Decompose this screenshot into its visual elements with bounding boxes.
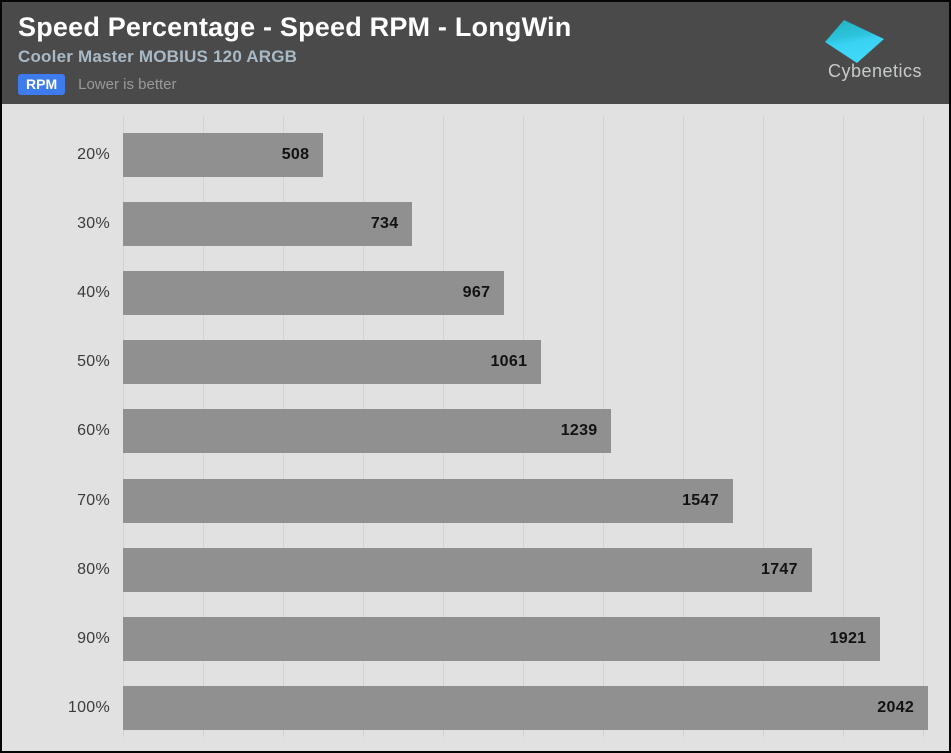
- category-label: 90%: [77, 630, 110, 648]
- bar: 734: [123, 201, 413, 246]
- category-label: 40%: [77, 284, 110, 302]
- chart-row: 60% 1239: [2, 397, 949, 466]
- bar-value-label: 1547: [682, 491, 719, 509]
- chart-row: 80% 1747: [2, 535, 949, 604]
- badge-row: RPM Lower is better: [18, 73, 949, 95]
- category-label: 20%: [77, 145, 110, 163]
- chart-row: 90% 1921: [2, 605, 949, 674]
- bar-track: 967: [123, 271, 949, 316]
- chart-row: 70% 1547: [2, 466, 949, 535]
- bar-track: 508: [123, 132, 949, 177]
- cybenetics-logo-icon: [825, 20, 884, 63]
- bar-value-label: 967: [462, 284, 491, 302]
- category-label: 100%: [67, 699, 110, 717]
- chart-row: 20% 508: [2, 120, 949, 189]
- bar-track: 1061: [123, 340, 949, 385]
- category-label: 50%: [77, 353, 110, 371]
- bar-value-label: 734: [370, 214, 399, 232]
- lower-is-better-note: Lower is better: [78, 75, 177, 93]
- bar-chart: 20% 508 30% 734 40% 967 50% 1061 60% 1239 70% 1547 8…: [2, 104, 949, 751]
- cybenetics-logo-text: Cybenetics: [827, 61, 923, 81]
- bar: 1747: [123, 547, 812, 592]
- category-label: 60%: [77, 422, 110, 440]
- bar-track: 1239: [123, 409, 949, 454]
- cybenetics-logo: Cybenetics: [814, 8, 936, 82]
- bar: 1061: [123, 340, 542, 385]
- unit-badge: RPM: [18, 73, 66, 95]
- bar-value-label: 1921: [829, 630, 867, 648]
- bar: 1547: [123, 478, 733, 523]
- bar: 508: [123, 132, 324, 177]
- bar-value-label: 508: [281, 145, 310, 163]
- bar-track: 1921: [123, 617, 949, 662]
- bar-track: 734: [123, 201, 949, 246]
- bar-track: 1547: [123, 478, 949, 523]
- chart-header: Speed Percentage - Speed RPM - LongWin C…: [2, 2, 949, 104]
- chart-subtitle: Cooler Master MOBIUS 120 ARGB: [18, 46, 298, 66]
- chart-row: 30% 734: [2, 189, 949, 258]
- bar: 1921: [123, 617, 881, 662]
- bar-value-label: 2042: [877, 699, 915, 717]
- bar: 1239: [123, 409, 612, 454]
- bar-track: 2042: [123, 686, 949, 731]
- bar-value-label: 1061: [490, 353, 528, 371]
- chart-row: 100% 2042: [2, 674, 949, 743]
- bar-track: 1747: [123, 547, 949, 592]
- bar: 967: [123, 271, 505, 316]
- category-label: 70%: [77, 491, 110, 509]
- chart-row: 50% 1061: [2, 328, 949, 397]
- chart-title: Speed Percentage - Speed RPM - LongWin: [18, 12, 572, 42]
- category-label: 80%: [77, 560, 110, 578]
- bar-value-label: 1239: [560, 422, 598, 440]
- chart-row: 40% 967: [2, 258, 949, 327]
- bar-value-label: 1747: [761, 560, 798, 578]
- category-label: 30%: [77, 214, 110, 232]
- bar-rows: 20% 508 30% 734 40% 967 50% 1061 60% 1239 70% 1547 8…: [2, 120, 949, 743]
- bar: 2042: [123, 686, 929, 731]
